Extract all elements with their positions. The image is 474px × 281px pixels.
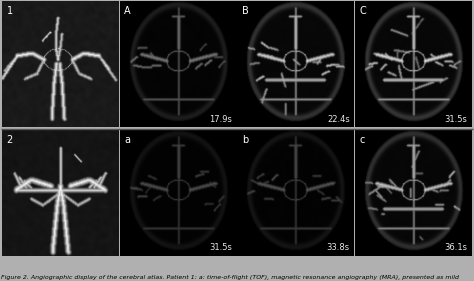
Text: 2: 2 xyxy=(7,135,13,145)
Text: c: c xyxy=(360,135,365,145)
Text: b: b xyxy=(242,135,248,145)
Text: 31.5s: 31.5s xyxy=(209,243,232,252)
Text: 17.9s: 17.9s xyxy=(209,115,232,124)
Text: a: a xyxy=(124,135,130,145)
Text: 36.1s: 36.1s xyxy=(445,243,467,252)
Text: Figure 2. Angiographic display of the cerebral atlas. Patient 1: a: time-of-flig: Figure 2. Angiographic display of the ce… xyxy=(1,275,459,280)
Text: A: A xyxy=(124,6,131,17)
Text: B: B xyxy=(242,6,249,17)
Text: 31.5s: 31.5s xyxy=(445,115,467,124)
Text: 1: 1 xyxy=(7,6,13,17)
Text: 33.8s: 33.8s xyxy=(327,243,350,252)
Text: 22.4s: 22.4s xyxy=(327,115,350,124)
Text: C: C xyxy=(360,6,367,17)
